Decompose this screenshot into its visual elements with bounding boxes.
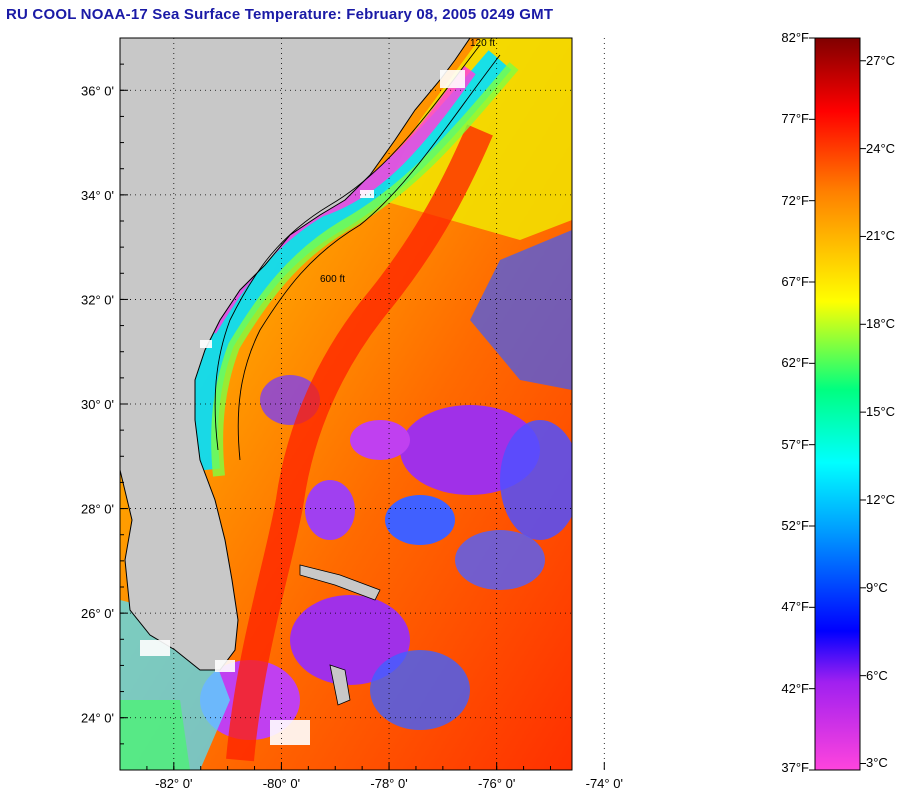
lon-label: -82° 0' [155,776,192,791]
lat-label: 34° 0' [81,188,114,203]
lon-label: -78° 0' [370,776,407,791]
colorbar-celsius-label: 6°C [866,667,888,683]
colorbar-celsius-label: 27°C [866,52,896,68]
lon-label: -80° 0' [263,776,300,791]
colorbar [814,37,861,771]
colorbar-celsius-label: 12°C [866,491,896,507]
lat-label: 24° 0' [81,711,114,726]
graticule [120,38,605,770]
colorbar-fahrenheit-label: 62°F [781,355,809,371]
colorbar-celsius-label: 18°C [866,316,896,332]
colorbar-fahrenheit-label: 72°F [781,192,809,208]
colorbar-fahrenheit-label: 82°F [781,30,809,45]
lat-label: 26° 0' [81,606,114,621]
colorbar-fahrenheit-label: 52°F [781,518,809,533]
colorbar-fahrenheit-label: 67°F [781,274,809,289]
colorbar-fahrenheit-label: 77°F [781,111,809,127]
colorbar-celsius-label: 9°C [866,579,888,595]
lat-label: 30° 0' [81,397,114,412]
lat-label: 36° 0' [81,83,114,98]
contour-label-120: 120 ft [470,38,495,49]
lat-label: 32° 0' [81,292,114,307]
colorbar-celsius-label: 3°C [866,755,888,771]
lon-label: -74° 0' [586,776,623,791]
colorbar-fahrenheit-label: 37°F [781,760,809,775]
colorbar-celsius-label: 24°C [866,140,896,156]
axis-ticks [119,37,605,771]
colorbar-fahrenheit-label: 47°F [781,599,809,615]
colorbar-celsius-label: 15°C [866,404,896,420]
lat-label: 28° 0' [81,502,114,517]
colorbar-fahrenheit-label: 57°F [781,436,809,452]
colorbar-celsius-label: 21°C [866,228,896,244]
map-title: RU COOL NOAA-17 Sea Surface Temperature:… [6,6,554,23]
contour-label-600: 600 ft [320,274,345,285]
land-mass [120,38,471,671]
lon-label: -76° 0' [478,776,515,791]
colorbar-ticks [809,37,866,771]
colorbar-fahrenheit-label: 42°F [781,680,809,696]
